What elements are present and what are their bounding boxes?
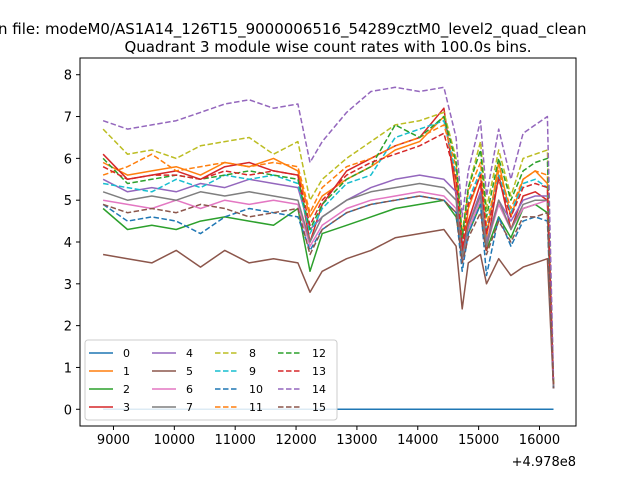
x-tick-label: 10000 xyxy=(154,433,195,448)
y-tick-label: 2 xyxy=(64,320,72,335)
series-line-12 xyxy=(102,115,555,385)
x-tick-label: 12000 xyxy=(275,433,316,448)
legend-label-15: 15 xyxy=(312,401,326,414)
x-tick-label: 13000 xyxy=(336,433,377,448)
series-line-11 xyxy=(102,124,555,385)
y-tick-label: 6 xyxy=(64,152,72,167)
legend-label-2: 2 xyxy=(123,383,130,396)
legend-frame xyxy=(84,339,338,421)
legend-label-8: 8 xyxy=(249,347,256,360)
legend-label-11: 11 xyxy=(249,401,263,414)
legend-label-13: 13 xyxy=(312,365,326,378)
y-axis: 0 1 2 3 4 5 6 7 8 xyxy=(64,69,80,418)
series-line-8 xyxy=(102,111,555,385)
series-layer xyxy=(102,86,555,411)
x-tick-label: 9000 xyxy=(97,433,130,448)
legend-label-1: 1 xyxy=(123,365,130,378)
series-line-15 xyxy=(102,195,555,389)
series-line-3 xyxy=(102,107,555,389)
y-tick-label: 1 xyxy=(64,361,72,376)
series-line-13 xyxy=(102,132,555,385)
y-tick-label: 4 xyxy=(64,236,72,251)
y-tick-label: 8 xyxy=(64,69,72,84)
legend-label-14: 14 xyxy=(312,383,326,396)
legend-label-7: 7 xyxy=(186,401,193,414)
x-tick-label: 11000 xyxy=(215,433,256,448)
legend-label-6: 6 xyxy=(186,383,193,396)
x-tick-label: 16000 xyxy=(519,433,560,448)
legend-label-3: 3 xyxy=(123,401,130,414)
series-line-14 xyxy=(102,86,555,381)
chart-title: Quadrant 3 module wise count rates with … xyxy=(124,38,531,56)
y-tick-label: 3 xyxy=(64,278,72,293)
legend-label-10: 10 xyxy=(249,383,263,396)
y-tick-label: 0 xyxy=(64,403,72,418)
series-line-7 xyxy=(102,182,555,389)
legend-label-4: 4 xyxy=(186,347,193,360)
series-line-4 xyxy=(102,174,555,389)
legend-label-0: 0 xyxy=(123,347,130,360)
y-tick-label: 7 xyxy=(64,111,72,126)
legend-label-9: 9 xyxy=(249,365,256,378)
legend-label-5: 5 xyxy=(186,365,193,378)
x-tick-label: 15000 xyxy=(458,433,499,448)
x-tick-label: 14000 xyxy=(397,433,438,448)
figure-suptitle: n file: modeM0/AS1A14_126T15_9000006516_… xyxy=(0,20,587,39)
legend-label-12: 12 xyxy=(312,347,326,360)
y-tick-label: 5 xyxy=(64,194,72,209)
x-axis-offset-label: +4.978e8 xyxy=(512,455,576,470)
series-line-10 xyxy=(102,195,555,389)
series-line-2 xyxy=(102,199,555,389)
series-line-9 xyxy=(102,119,555,385)
series-line-5 xyxy=(102,228,555,389)
x-axis: 9000 10000 11000 12000 13000 14000 15000 16000 xyxy=(97,426,560,448)
